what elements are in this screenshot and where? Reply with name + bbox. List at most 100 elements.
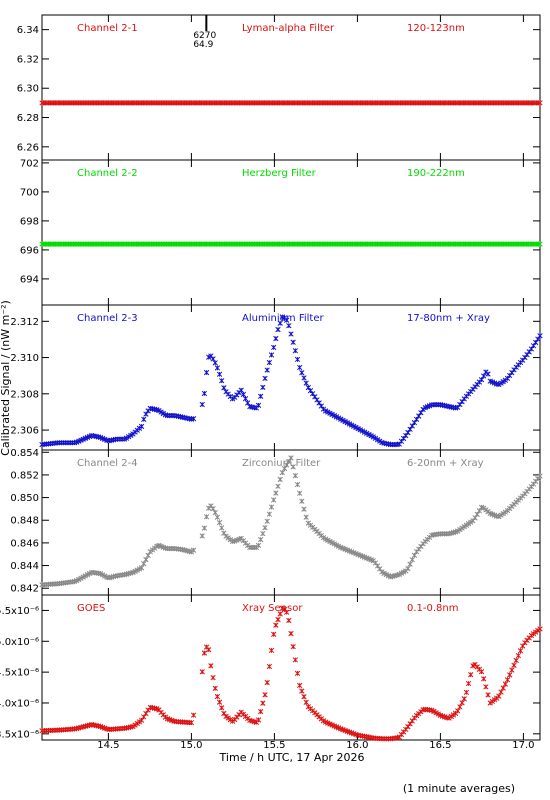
data-point (301, 694, 307, 700)
data-point (260, 384, 266, 391)
data-point (405, 724, 411, 730)
y-tick-label: 2.306 (10, 426, 39, 437)
data-point (240, 391, 247, 398)
data-point (203, 369, 210, 376)
data-point (409, 557, 415, 563)
data-point (504, 677, 511, 683)
data-point (201, 525, 208, 531)
data-point (216, 371, 223, 377)
panel-frame (41, 594, 541, 741)
data-point (212, 685, 218, 692)
panel-label: Zirconium Filter (242, 458, 321, 469)
data-point (496, 693, 502, 699)
data-point (221, 530, 227, 536)
data-point (292, 657, 298, 663)
panel-1: 6.26 6.28 6.30 6.32 6.34 Channel 2-1 Lyman-alp… (17, 14, 543, 161)
data-point (275, 483, 281, 489)
data-point (266, 663, 273, 670)
data-point (199, 401, 205, 408)
y-tick-label: 696 (20, 245, 39, 256)
data-point (260, 530, 266, 537)
data-point (277, 320, 283, 326)
data-point (188, 720, 195, 726)
data-point (507, 672, 513, 678)
panel-label: Channel 2-1 (77, 23, 138, 34)
y-tick-label: 2.308 (10, 389, 39, 400)
data-point (212, 509, 218, 516)
data-point (264, 367, 270, 373)
panel-label: 6-20nm + Xray (407, 458, 484, 469)
data-point (537, 241, 543, 247)
panel-label: 120-123nm (407, 23, 465, 34)
annotation-label: 6270 (193, 31, 216, 41)
y-tick-label: 5.0x10⁻⁶ (0, 637, 39, 648)
data-point (405, 565, 411, 572)
panel-label: Channel 2-2 (77, 168, 138, 179)
data-point (372, 560, 379, 566)
data-point (288, 455, 294, 461)
y-tick-label: 6.28 (17, 113, 39, 124)
data-point (219, 378, 225, 384)
y-tick-label: 6.30 (17, 84, 39, 95)
data-point (292, 348, 298, 354)
data-point (238, 387, 244, 393)
panel-label: 17-80nm + Xray (407, 313, 490, 324)
data-point (284, 609, 290, 615)
data-point (284, 317, 290, 323)
data-point (255, 542, 262, 549)
data-point (271, 344, 277, 351)
data-point (297, 682, 303, 689)
data-point (481, 676, 487, 682)
panel-label: 0.1-0.8nm (407, 603, 459, 614)
panel-label: 190-222nm (407, 168, 465, 179)
data-point (206, 647, 212, 653)
x-tick-label: 15.5 (263, 740, 285, 751)
data-point (219, 525, 225, 531)
data-point (203, 514, 210, 520)
data-point (190, 416, 197, 422)
data-point (242, 396, 249, 402)
y-tick-label: 0.850 (10, 493, 39, 504)
data-point (266, 359, 273, 366)
data-point (297, 490, 303, 496)
y-tick-label: 0.852 (10, 470, 39, 481)
data-point (271, 631, 277, 637)
averages-note: (1 minute averages) (403, 782, 515, 795)
data-point (515, 652, 522, 659)
y-tick-label: 2.312 (10, 317, 39, 328)
panel-2: 694 696 698 700 702 Channel 2-2 Herzberg Filte… (20, 158, 543, 306)
data-point (517, 648, 524, 654)
data-point (268, 647, 275, 654)
data-point (288, 630, 294, 637)
y-tick-label: 6.34 (17, 25, 39, 36)
y-tick-label: 6.26 (17, 142, 39, 153)
data-point (275, 326, 281, 333)
data-point (537, 473, 543, 479)
data-point (485, 692, 491, 698)
data-point (301, 506, 307, 512)
data-point (290, 464, 296, 470)
data-point (463, 689, 470, 696)
annotation-label: 64.9 (193, 40, 213, 50)
x-axis-label: Time / h UTC, 17 Apr 2026 (219, 751, 365, 764)
data-point (266, 511, 273, 517)
data-point (465, 680, 472, 687)
data-point (294, 356, 301, 363)
x-tick-label: 16.5 (429, 740, 451, 751)
data-point (199, 533, 205, 539)
data-point (537, 626, 543, 632)
data-point (455, 708, 461, 714)
data-point (219, 705, 225, 711)
y-tick-label: 700 (20, 187, 39, 198)
data-point (457, 704, 463, 710)
data-point (459, 700, 465, 706)
y-tick-label: 0.854 (10, 448, 39, 459)
data-point (141, 561, 147, 567)
data-point (299, 370, 305, 376)
data-point (264, 679, 270, 686)
data-point (461, 696, 467, 702)
data-point (290, 339, 296, 345)
panel-label: Herzberg Filter (242, 168, 317, 179)
